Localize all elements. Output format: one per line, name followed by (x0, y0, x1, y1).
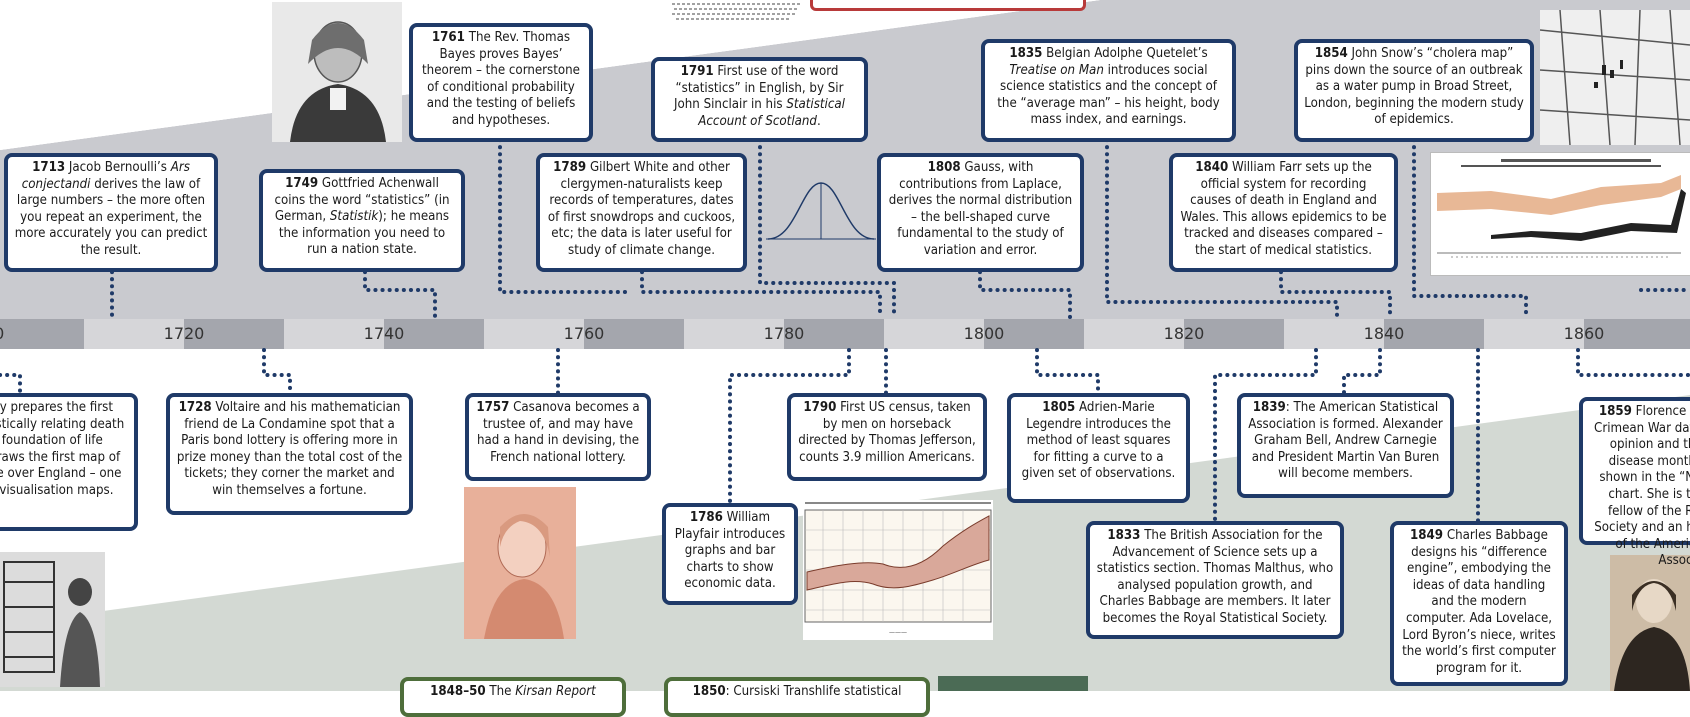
manuscript-fragment-image (670, 0, 805, 22)
timeline-axis: 1700 1720 1740 1760 1780 1800 1820 1840 … (0, 319, 1690, 349)
axis-segment (884, 319, 984, 349)
axis-segment (984, 319, 1084, 349)
axis-tick-label: 1800 (963, 324, 1005, 343)
axis-segment (1384, 319, 1484, 349)
event-1693: 1693 Edmond Halley prepares the first mo… (0, 393, 138, 531)
event-1808: 1808 Gauss, with contributions from Lapl… (877, 153, 1084, 272)
portrait-thomas-bayes (272, 2, 402, 142)
event-1790: 1790 First US census, taken by men on ho… (787, 393, 987, 481)
event-1835: 1835 Belgian Adolphe Quetelet’s Treatise… (981, 39, 1236, 142)
axis-segment (1084, 319, 1184, 349)
event-1854: 1854 John Snow’s “cholera map” pins down… (1294, 39, 1534, 142)
axis-segment (1584, 319, 1690, 349)
event-1728: 1728 Voltaire and his mathematician frie… (166, 393, 413, 515)
axis-segment (0, 319, 84, 349)
axis-segment (1284, 319, 1384, 349)
event-1749: 1749 Gottfried Achenwall coins the word … (259, 169, 465, 272)
event-1791: 1791 First use of the word “statistics” … (651, 57, 868, 142)
event-1757: 1757 Casanova becomes a trustee of, and … (465, 393, 651, 481)
axis-tick-label: 1760 (563, 324, 605, 343)
svg-text:———: ——— (889, 629, 907, 636)
bell-curve-icon (766, 175, 876, 245)
axis-segment (584, 319, 684, 349)
axis-segment (384, 319, 484, 349)
event-1805: 1805 Adrien-Marie Legendre introduces th… (1007, 393, 1190, 503)
event-1713: 1713 Jacob Bernoulli’s Ars conjectandi d… (4, 153, 218, 272)
cholera-map-image (1540, 10, 1690, 145)
portrait-florence-nightingale (1610, 555, 1690, 691)
bottom-photo-fragment (938, 676, 1088, 691)
axis-tick-label: 1860 (1563, 324, 1605, 343)
axis-tick-label: 1740 (363, 324, 405, 343)
axis-segment (284, 319, 384, 349)
portrait-casanova (464, 487, 576, 639)
axis-tick-label: 1720 (163, 324, 205, 343)
event-1761: 1761 The Rev. Thomas Bayes proves Bayes’… (409, 23, 593, 142)
event-1850: 1850: Cursiski Transhlife statistical (664, 677, 930, 717)
axis-segment (1184, 319, 1284, 349)
event-1840: 1840 William Farr sets up the official s… (1169, 153, 1398, 272)
axis-segment (84, 319, 184, 349)
axis-segment (184, 319, 284, 349)
event-1789: 1789 Gilbert White and other clergymen-n… (536, 153, 747, 272)
axis-segment (484, 319, 584, 349)
event-1849: 1849 Charles Babbage designs his “differ… (1390, 521, 1568, 686)
axis-tick-label: 1820 (1163, 324, 1205, 343)
event-1839: 1839: The American Statistical Associati… (1237, 393, 1454, 498)
red-frame-fragment (810, 0, 1086, 11)
axis-tick-label: 1780 (763, 324, 805, 343)
connector-lines (0, 138, 1690, 523)
event-1833: 1833 The British Association for the Adv… (1086, 521, 1344, 639)
axis-segment (684, 319, 784, 349)
difference-engine-photo (0, 552, 105, 687)
playfair-chart-image: ——— (803, 500, 993, 640)
axis-tick-label: 1700 (0, 319, 24, 349)
event-1859: 1859 Florence Nightingale uses Crimean W… (1579, 397, 1690, 568)
axis-tick-label: 1840 (1363, 324, 1405, 343)
axis-segment (1484, 319, 1584, 349)
event-1786: 1786 William Playfair introduces graphs … (662, 503, 798, 605)
axis-segment (784, 319, 884, 349)
minard-chart-image (1430, 152, 1690, 276)
event-1848-50: 1848–50 The Kirsan Report (400, 677, 626, 717)
